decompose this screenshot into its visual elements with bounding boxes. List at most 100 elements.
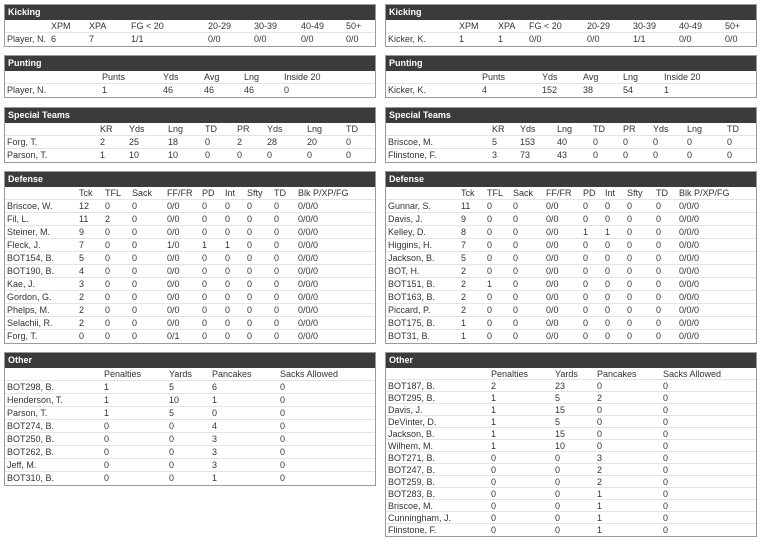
- stat-cell: 0: [513, 305, 519, 315]
- player-name: Davis, J.: [388, 405, 423, 415]
- stat-cell: 0/0/0: [298, 318, 319, 328]
- stat-cell: 12: [79, 201, 90, 211]
- stat-cell: 1: [597, 525, 603, 535]
- stat-cell: 0: [653, 137, 659, 147]
- stat-cell: 0: [212, 408, 218, 418]
- stat-cell: 0: [280, 473, 286, 483]
- stat-cell: 0/0/0: [298, 201, 319, 211]
- column-header: Sacks Allowed: [663, 369, 722, 379]
- column-header: TFL: [487, 188, 504, 198]
- stats-section: Special Teams KR Yds Lng TD PR Yds Lng TD Forg, T…: [4, 107, 376, 163]
- section-title: Other: [5, 353, 375, 368]
- data-row: BOT163, B. 2 0 0 0/0 0 0 0 0 0/0/0: [386, 291, 756, 304]
- stat-cell: 0: [583, 318, 589, 328]
- stat-cell: 0: [663, 513, 669, 523]
- stat-cell: 0: [274, 279, 280, 289]
- data-row: Briscoe, M. 5 153 40 0 0 0 0 0: [386, 136, 756, 149]
- stat-cell: 1: [104, 395, 110, 405]
- column-header: TD: [593, 124, 605, 134]
- stat-cell: 0: [627, 227, 633, 237]
- stat-cell: 2: [461, 292, 467, 302]
- column-header: TD: [274, 188, 286, 198]
- data-row: BOT262, B. 0 0 3 0: [5, 446, 375, 459]
- stat-cell: 0: [663, 525, 669, 535]
- stat-cell: 10: [169, 395, 180, 405]
- player-name: BOT310, B.: [7, 473, 55, 483]
- stat-cell: 0: [274, 214, 280, 224]
- stat-cell: 0: [132, 279, 138, 289]
- stat-cell: 1: [459, 34, 465, 44]
- stat-cell: 1: [491, 429, 497, 439]
- stat-cell: 2: [79, 305, 85, 315]
- stat-cell: 0: [727, 137, 733, 147]
- data-row: BOT190, B. 4 0 0 0/0 0 0 0 0 0/0/0: [5, 265, 375, 278]
- column-header: XPM: [51, 21, 71, 31]
- stat-cell: 0: [205, 137, 211, 147]
- column-header: Pancakes: [212, 369, 252, 379]
- section-title: Defense: [5, 172, 375, 187]
- stat-cell: 0: [274, 201, 280, 211]
- stat-cell: 0/0: [167, 227, 180, 237]
- stat-cell: 0: [105, 227, 111, 237]
- stat-cell: 0: [169, 421, 175, 431]
- stat-cell: 0: [202, 292, 208, 302]
- stat-cell: 0: [237, 150, 243, 160]
- stat-cell: 0: [274, 292, 280, 302]
- column-header: Sacks Allowed: [280, 369, 339, 379]
- stat-cell: 0: [597, 381, 603, 391]
- stat-cell: 0: [169, 473, 175, 483]
- data-row: Player, N. 1 46 46 46 0: [5, 84, 375, 97]
- stat-cell: 1/1: [131, 34, 144, 44]
- header-row: Tck TFL Sack FF/FR PD Int Sfty TD Blk P/XP/FG: [386, 187, 756, 200]
- stat-cell: 1: [487, 279, 493, 289]
- data-row: Kicker, K. 4 152 38 54 1: [386, 84, 756, 97]
- stat-cell: 2: [597, 393, 603, 403]
- stat-cell: 0/0: [546, 227, 559, 237]
- data-row: BOT295, B. 1 5 2 0: [386, 392, 756, 404]
- data-row: Phelps, M. 2 0 0 0/0 0 0 0 0 0/0/0: [5, 304, 375, 317]
- column-header: Yds: [542, 72, 558, 82]
- column-header: KR: [492, 124, 505, 134]
- stat-cell: 1: [491, 405, 497, 415]
- data-row: Parson, T. 1 10 10 0 0 0 0 0: [5, 149, 375, 162]
- stat-cell: 11: [79, 214, 89, 224]
- stat-cell: 0: [104, 434, 110, 444]
- stat-cell: 0: [225, 253, 231, 263]
- player-name: Fil, L.: [7, 214, 30, 224]
- stat-cell: 0: [104, 421, 110, 431]
- data-row: Jeff, M. 0 0 3 0: [5, 459, 375, 472]
- stat-cell: 0: [105, 240, 111, 250]
- stat-cell: 1: [212, 395, 218, 405]
- stat-cell: 0: [280, 395, 286, 405]
- stat-cell: 0: [605, 201, 611, 211]
- player-name: Flinstone, F.: [388, 525, 437, 535]
- stat-cell: 15: [555, 405, 566, 415]
- stat-cell: 7: [89, 34, 95, 44]
- data-row: Selachii, R. 2 0 0 0/0 0 0 0 0 0/0/0: [5, 317, 375, 330]
- stat-cell: 8: [461, 227, 467, 237]
- stat-cell: 0: [597, 441, 603, 451]
- data-row: Henderson, T. 1 10 1 0: [5, 394, 375, 407]
- data-row: Flinstone, F. 3 73 43 0 0 0 0 0: [386, 149, 756, 162]
- stat-cell: 0: [280, 460, 286, 470]
- stat-cell: 0/0/0: [679, 305, 700, 315]
- header-row: Punts Yds Avg Lng Inside 20: [386, 71, 756, 84]
- stat-cell: 0: [280, 421, 286, 431]
- stat-cell: 0: [202, 214, 208, 224]
- data-row: BOT154, B. 5 0 0 0/0 0 0 0 0 0/0/0: [5, 252, 375, 265]
- stat-cell: 0/0/0: [679, 266, 700, 276]
- stat-cell: 0: [555, 465, 561, 475]
- player-name: Parson, T.: [7, 150, 48, 160]
- stat-cell: 0: [280, 382, 286, 392]
- data-row: BOT298, B. 1 5 6 0: [5, 381, 375, 394]
- player-name: BOT298, B.: [7, 382, 55, 392]
- stat-cell: 0: [104, 473, 110, 483]
- player-name: Phelps, M.: [7, 305, 50, 315]
- player-name: BOT151, B.: [388, 279, 436, 289]
- stat-cell: 0/0: [546, 253, 559, 263]
- stat-cell: 0: [583, 279, 589, 289]
- player-name: BOT274, B.: [7, 421, 55, 431]
- stat-cell: 3: [212, 434, 218, 444]
- stat-cell: 0: [105, 318, 111, 328]
- stat-cell: 0: [656, 240, 662, 250]
